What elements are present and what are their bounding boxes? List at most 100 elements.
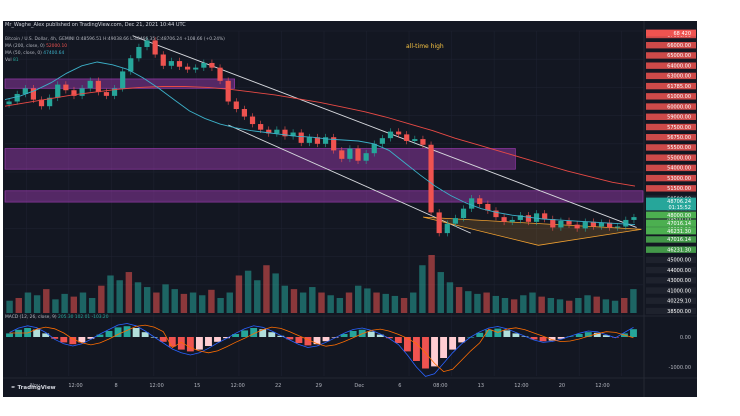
all-time-high-annotation: all-time high [406, 43, 444, 50]
ma50-legend: MA (50, close, 0) 47400.64 [5, 51, 64, 56]
channel-lower-line [228, 124, 471, 234]
time-tick-label: 12:00 [230, 383, 244, 389]
macd-histogram-bar [449, 337, 457, 350]
macd-histogram-bar [413, 337, 420, 361]
descending-channel [132, 35, 637, 234]
price-tick-label: 66000.00 [667, 43, 691, 49]
macd-histogram-bar [223, 337, 230, 339]
resistance-zone [4, 148, 516, 170]
volume-bar [290, 289, 298, 313]
candle-body [566, 220, 572, 225]
chart-panel[interactable]: 67000.0066000.0065000.0064000.0063000.00… [3, 21, 697, 397]
candle-body [95, 80, 101, 93]
candle-body [420, 139, 426, 145]
macd-histogram-bar [33, 329, 41, 337]
resistance-zone [4, 78, 235, 89]
volume-bar [24, 292, 32, 313]
price-tick-box [646, 72, 696, 80]
ma50-value: 47400.64 [43, 51, 65, 56]
candle-body [249, 116, 256, 125]
macd-histogram-bar [132, 328, 140, 337]
price-tag-label: 68 420 [674, 31, 692, 37]
volume-bar [318, 292, 325, 313]
candle-body [501, 217, 507, 222]
candle-body [120, 71, 126, 89]
macd-axis: 0.00 -1000.00 [669, 335, 691, 371]
volume-bar [419, 265, 426, 313]
price-tag-box [646, 227, 696, 235]
ma50-label: MA (50, close, 0) [5, 51, 42, 56]
candle-body [128, 58, 134, 72]
macd-histogram-bar [476, 332, 484, 337]
volume-bar [189, 292, 197, 313]
volume-bar [272, 273, 279, 313]
price-tag-label: 01:15:52 [669, 205, 691, 211]
price-tag-label: 48706.24 [667, 199, 691, 205]
candle-body [209, 62, 215, 68]
candle-body [38, 99, 45, 107]
price-tag-box [646, 219, 696, 227]
candle-body [184, 66, 191, 70]
price-tick-label: 61000.00 [667, 94, 691, 100]
price-tick-label: 51500.00 [667, 186, 691, 192]
publisher-line: Mr_Waghe_Alex published on TradingView.c… [5, 22, 186, 28]
triangle-shape [423, 216, 642, 246]
macd-histogram-bar [593, 332, 601, 337]
volume-bar [281, 285, 289, 313]
volume-bar [143, 287, 151, 313]
macd-histogram-bar [575, 334, 583, 337]
price-tick-box [646, 185, 696, 192]
volume-bar [630, 289, 637, 313]
candle-body [558, 220, 564, 228]
vol-value: 81 [12, 58, 19, 63]
volume-bar [226, 292, 233, 313]
price-tick-label: 63000.00 [667, 74, 691, 80]
candle-body [160, 54, 166, 66]
candle-body [14, 93, 20, 102]
volume-bar [455, 287, 463, 313]
price-tag-label: 46231.30 [667, 229, 691, 235]
macd-histogram-bar [440, 337, 448, 358]
volume-bar [171, 289, 178, 313]
candle-body [371, 143, 377, 154]
candle-body [22, 88, 28, 94]
price-tag-box [646, 29, 696, 37]
candle-body [631, 217, 637, 220]
candle-body [176, 61, 183, 67]
price-tick-box [646, 256, 696, 264]
macd-line [9, 323, 634, 377]
macd-histogram-bar [96, 334, 104, 337]
volume-bar [116, 280, 123, 313]
candle-body [404, 134, 410, 141]
time-axis[interactable]: Nov 12:00 8 12:00 15 12:00 22 29 Dec 6 08:00 13 12:0… [3, 377, 697, 389]
price-axis[interactable]: 67000.0066000.0065000.0064000.0063000.00… [643, 21, 696, 397]
candle-body [469, 198, 475, 209]
candle-body [525, 215, 532, 222]
volume-bar [309, 287, 316, 313]
macd-histogram-bar [232, 334, 240, 337]
macd-signal-line [9, 324, 634, 373]
candle-body [87, 80, 93, 89]
price-tick-box [646, 123, 696, 131]
price-tick-box [646, 134, 696, 141]
candle-body [290, 132, 296, 137]
grid-lines [5, 30, 643, 376]
macd-histogram-bar [259, 329, 267, 337]
candle-body [306, 137, 312, 143]
candle-body [355, 148, 361, 161]
time-tick-label: 12:00 [595, 383, 609, 389]
volume-bar [391, 295, 399, 313]
macd-histogram-bar [105, 331, 113, 337]
candle-body [387, 131, 394, 139]
tradingview-logo-icon: ✒ [11, 385, 16, 391]
price-tick-label: 38500.00 [667, 309, 691, 315]
price-tag-label: 47016.14 [667, 221, 691, 227]
macd-histogram-bar [24, 328, 32, 337]
volume-bar [547, 297, 555, 313]
macd-histogram-bar [51, 337, 59, 339]
volume-bar [400, 297, 408, 313]
price-tick-label: 46231.30 [667, 247, 691, 253]
macd-histogram-bar [313, 337, 321, 345]
price-candles [6, 37, 637, 237]
chart-svg[interactable]: 67000.0066000.0065000.0064000.0063000.00… [3, 21, 697, 397]
